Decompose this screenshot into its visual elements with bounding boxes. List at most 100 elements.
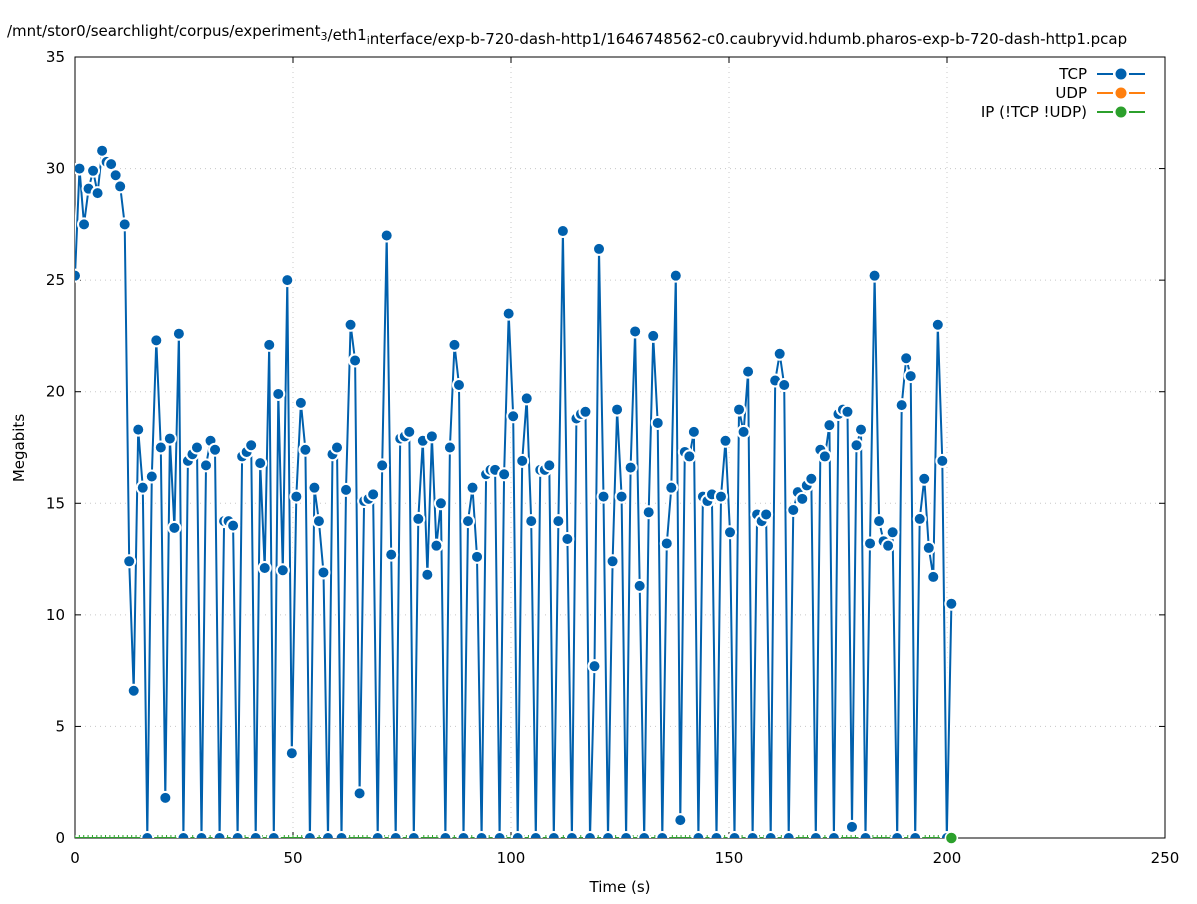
- tcp-data-point: [375, 458, 390, 473]
- tcp-data-point: [122, 554, 137, 569]
- tcp-data-point: [271, 386, 286, 401]
- tcp-data-point: [646, 328, 661, 343]
- tcp-data-point: [465, 480, 480, 495]
- tcp-data-point: [605, 554, 620, 569]
- tcp-data-point: [786, 502, 801, 517]
- tcp-data-point: [596, 489, 611, 504]
- tcp-data-point: [592, 241, 607, 256]
- tcp-data-point: [637, 831, 652, 838]
- legend-marker: [1115, 68, 1127, 80]
- tcp-data-point: [935, 453, 950, 468]
- y-tick-label: 20: [46, 383, 65, 401]
- tcp-data-point: [546, 831, 561, 838]
- tcp-data-point: [199, 458, 214, 473]
- tcp-data-point: [912, 511, 927, 526]
- tcp-data-point: [348, 353, 363, 368]
- tcp-data-point: [75, 161, 87, 176]
- tcp-data-point: [257, 560, 272, 575]
- tcp-data-point: [497, 467, 512, 482]
- tcp-data-point: [582, 831, 597, 838]
- tcp-data-point: [555, 224, 570, 239]
- tcp-data-point: [854, 422, 869, 437]
- tcp-data-point: [917, 471, 932, 486]
- tcp-data-point: [944, 596, 959, 611]
- tcp-data-point: [587, 659, 602, 674]
- ticks: 0 50 100 150 200 250 0 5 10 15 20 25 30 35: [46, 48, 1179, 867]
- tcp-data-point: [745, 831, 760, 838]
- tcp-data-point: [86, 163, 101, 178]
- tcp-data-point: [366, 487, 381, 502]
- tcp-data-point: [528, 831, 543, 838]
- tcp-data-point: [248, 831, 263, 838]
- tcp-data-point: [244, 438, 259, 453]
- tcp-data-point: [659, 536, 674, 551]
- tcp-data-point: [519, 391, 534, 406]
- tcp-data-point: [90, 186, 105, 201]
- tcp-data-point: [614, 489, 629, 504]
- x-tick-label: 250: [1151, 849, 1180, 867]
- tcp-data-point: [804, 471, 819, 486]
- tcp-data-point: [668, 268, 683, 283]
- tcp-data-point: [330, 440, 345, 455]
- tcp-data-point: [433, 496, 448, 511]
- tcp-data-point: [506, 409, 521, 424]
- tcp-data-point: [826, 831, 841, 838]
- tcp-data-point: [208, 442, 223, 457]
- x-tick-label: 50: [283, 849, 302, 867]
- y-axis-label: Megabits: [10, 414, 28, 482]
- tcp-data-point: [447, 337, 462, 352]
- tcp-data-point: [266, 831, 281, 838]
- tcp-data-point: [442, 440, 457, 455]
- tcp-data-point: [601, 831, 616, 838]
- legend-label: IP (!TCP !UDP): [981, 103, 1087, 121]
- tcp-data-point: [176, 831, 191, 838]
- tcp-data-point: [903, 369, 918, 384]
- tcp-data-point: [298, 442, 313, 457]
- tcp-data-point: [628, 324, 643, 339]
- x-tick-label: 200: [933, 849, 962, 867]
- tcp-data-point: [610, 402, 625, 417]
- y-tick-label: 30: [46, 160, 65, 178]
- tcp-data-point: [641, 505, 656, 520]
- tcp-data-point: [406, 831, 421, 838]
- tcp-data-point: [772, 346, 787, 361]
- tcp-data-point: [339, 482, 354, 497]
- tcp-data-point: [171, 326, 186, 341]
- tcp-data-point: [194, 831, 209, 838]
- tcp-data-point: [280, 273, 295, 288]
- tcp-data-point: [840, 404, 855, 419]
- tcp-data-point: [311, 514, 326, 529]
- tcp-data-point: [189, 440, 204, 455]
- tcp-data-point: [492, 831, 507, 838]
- tcp-data-point: [664, 480, 679, 495]
- tcp-data-point: [77, 217, 92, 232]
- tcp-data-point: [316, 565, 331, 580]
- tcp-data-point: [781, 831, 796, 838]
- ip-data-point: [944, 831, 959, 845]
- tcp-data-point: [424, 429, 439, 444]
- tcp-data-point: [515, 453, 530, 468]
- tcp-data-point: [713, 489, 728, 504]
- tcp-data-point: [817, 449, 832, 464]
- tcp-data-point: [158, 790, 173, 805]
- tcp-data-point: [564, 831, 579, 838]
- tcp-data-point: [293, 395, 308, 410]
- series-layer: [75, 143, 959, 838]
- tcp-data-point: [881, 538, 896, 553]
- tcp-data-point: [212, 831, 227, 838]
- tcp-data-point: [930, 317, 945, 332]
- tcp-data-point: [524, 514, 539, 529]
- tcp-data-point: [858, 831, 873, 838]
- tcp-data-point: [510, 831, 525, 838]
- tcp-data-point: [885, 525, 900, 540]
- x-axis-label: Time (s): [589, 878, 651, 896]
- tcp-data-point: [894, 398, 909, 413]
- tcp-data-point: [370, 831, 385, 838]
- tcp-data-point: [718, 433, 733, 448]
- y-tick-label: 5: [55, 717, 65, 735]
- tcp-data-point: [379, 228, 394, 243]
- tcp-data-point: [226, 518, 241, 533]
- tcp-data-point: [253, 456, 268, 471]
- tcp-data-point: [126, 683, 141, 698]
